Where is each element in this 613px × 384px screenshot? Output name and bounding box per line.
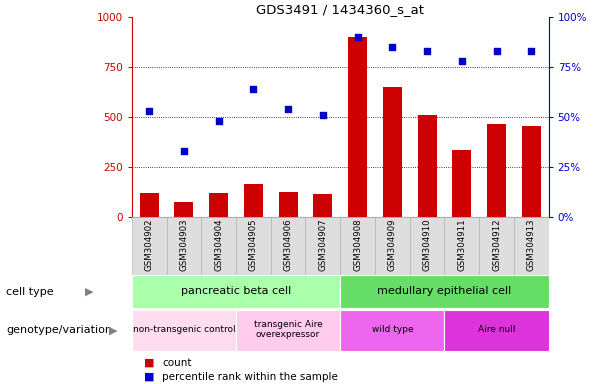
Point — [283, 106, 293, 112]
Text: count: count — [162, 358, 192, 368]
Text: GSM304904: GSM304904 — [214, 219, 223, 271]
Bar — [375, 217, 409, 275]
Text: cell type: cell type — [6, 287, 54, 297]
Text: wild type: wild type — [371, 325, 413, 334]
Text: percentile rank within the sample: percentile rank within the sample — [162, 372, 338, 382]
Title: GDS3491 / 1434360_s_at: GDS3491 / 1434360_s_at — [256, 3, 424, 16]
Point — [318, 112, 328, 118]
Bar — [348, 37, 367, 217]
Bar — [340, 217, 375, 275]
Text: non-transgenic control: non-transgenic control — [132, 325, 235, 334]
Text: ■: ■ — [144, 358, 154, 368]
Bar — [132, 310, 236, 351]
Text: GSM304905: GSM304905 — [249, 219, 258, 271]
Bar — [305, 217, 340, 275]
Point — [214, 118, 224, 124]
Bar — [271, 217, 305, 275]
Bar — [132, 217, 167, 275]
Text: transgenic Aire
overexpressor: transgenic Aire overexpressor — [254, 320, 322, 339]
Bar — [132, 275, 340, 308]
Point — [352, 34, 362, 40]
Bar — [244, 184, 263, 217]
Text: ▶: ▶ — [85, 287, 93, 297]
Bar — [167, 217, 201, 275]
Text: GSM304907: GSM304907 — [318, 219, 327, 271]
Text: GSM304903: GSM304903 — [180, 219, 188, 271]
Point — [422, 48, 432, 54]
Bar — [417, 115, 436, 217]
Bar — [514, 217, 549, 275]
Bar — [479, 217, 514, 275]
Text: ■: ■ — [144, 372, 154, 382]
Text: GSM304908: GSM304908 — [353, 219, 362, 271]
Bar — [278, 192, 298, 217]
Bar — [444, 310, 549, 351]
Text: genotype/variation: genotype/variation — [6, 325, 112, 335]
Bar — [444, 217, 479, 275]
Bar — [174, 202, 194, 217]
Text: Aire null: Aire null — [478, 325, 516, 334]
Point — [492, 48, 501, 54]
Bar — [340, 310, 444, 351]
Text: GSM304906: GSM304906 — [284, 219, 292, 271]
Bar — [140, 193, 159, 217]
Text: GSM304902: GSM304902 — [145, 219, 154, 271]
Text: GSM304909: GSM304909 — [388, 219, 397, 271]
Point — [179, 148, 189, 154]
Point — [457, 58, 466, 64]
Bar — [340, 275, 549, 308]
Text: GSM304911: GSM304911 — [457, 219, 466, 271]
Bar — [383, 87, 402, 217]
Text: ▶: ▶ — [109, 325, 118, 335]
Point — [527, 48, 536, 54]
Text: medullary epithelial cell: medullary epithelial cell — [377, 286, 512, 296]
Text: GSM304910: GSM304910 — [422, 219, 432, 271]
Bar — [313, 194, 332, 217]
Bar — [487, 124, 506, 217]
Bar — [209, 193, 228, 217]
Bar — [522, 126, 541, 217]
Text: GSM304913: GSM304913 — [527, 219, 536, 271]
Bar — [236, 310, 340, 351]
Bar — [201, 217, 236, 275]
Text: pancreatic beta cell: pancreatic beta cell — [181, 286, 291, 296]
Bar — [452, 150, 471, 217]
Text: GSM304912: GSM304912 — [492, 219, 501, 271]
Point — [144, 108, 154, 114]
Bar — [409, 217, 444, 275]
Bar — [236, 217, 271, 275]
Point — [387, 44, 397, 50]
Point — [248, 86, 258, 92]
